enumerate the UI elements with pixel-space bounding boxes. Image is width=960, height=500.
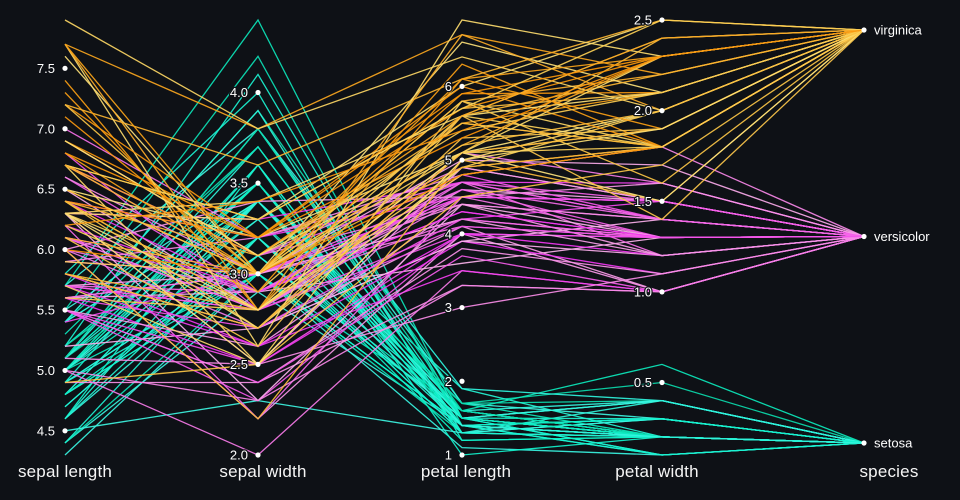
category-marker-versicolor (861, 233, 867, 240)
axis-title-sepal-width: sepal width (219, 462, 307, 481)
data-line-virginica (64, 29, 865, 311)
tick-label: 2.5 (634, 13, 652, 28)
data-line-virginica (64, 29, 865, 311)
data-line-virginica (64, 29, 865, 275)
data-line-virginica (64, 29, 865, 227)
tick-label: 2.0 (230, 448, 248, 463)
tick-label: 4 (445, 226, 452, 241)
tick-label: 3.0 (230, 266, 248, 281)
axis-title-species: species (859, 462, 919, 481)
tick-label: 5.5 (37, 303, 55, 318)
category-label-setosa: setosa (874, 436, 913, 451)
category-label-virginica: virginica (874, 23, 922, 38)
data-line-versicolor (64, 225, 865, 311)
tick-label: 4.5 (37, 423, 55, 438)
tick-label: 5.0 (37, 363, 55, 378)
data-lines (64, 18, 865, 456)
tick-marker (459, 231, 465, 237)
tick-marker (459, 157, 465, 163)
tick-label: 6 (445, 79, 452, 94)
tick-marker (659, 17, 665, 23)
data-line-virginica (64, 19, 865, 221)
data-line-virginica (64, 29, 865, 275)
tick-label: 7.0 (37, 121, 55, 136)
category-label-versicolor: versicolor (874, 229, 930, 244)
tick-marker (255, 271, 261, 277)
tick-marker (659, 198, 665, 204)
data-line-virginica (64, 29, 865, 257)
tick-label: 1.5 (634, 194, 652, 209)
tick-marker (62, 65, 68, 71)
data-line-virginica (64, 29, 865, 312)
tick-marker (62, 186, 68, 192)
tick-marker (659, 108, 665, 114)
data-line-setosa (64, 218, 865, 444)
tick-label: 1.0 (634, 284, 652, 299)
tick-label: 2.5 (230, 357, 248, 372)
axis-title-petal-length: petal length (420, 462, 512, 481)
tick-marker (459, 378, 465, 384)
tick-marker (459, 304, 465, 311)
data-line-virginica (64, 29, 865, 311)
tick-marker (62, 246, 68, 253)
data-line-virginica (64, 29, 865, 384)
tick-label: 7.5 (37, 61, 55, 76)
data-line-setosa (64, 218, 865, 444)
tick-label: 0.5 (634, 375, 652, 390)
data-line-virginica (64, 29, 865, 311)
tick-label: 2.0 (634, 103, 652, 118)
tick-label: 5 (445, 153, 452, 168)
tick-marker (255, 361, 261, 367)
tick-label: 1 (445, 448, 452, 463)
tick-label: 6.5 (37, 182, 55, 197)
tick-marker (62, 428, 68, 434)
tick-marker (255, 180, 261, 186)
tick-label: 6.0 (37, 242, 55, 257)
tick-marker (62, 367, 68, 374)
category-marker-setosa (861, 440, 867, 446)
data-line-virginica (64, 29, 865, 311)
tick-marker (659, 289, 665, 295)
tick-marker (62, 307, 68, 313)
tick-label: 4.0 (230, 85, 248, 100)
data-line-virginica (64, 29, 865, 311)
tick-marker (255, 452, 261, 458)
data-line-virginica (64, 29, 865, 311)
axis-title-sepal-length: sepal length (17, 462, 113, 481)
tick-marker (255, 89, 261, 96)
tick-marker (659, 379, 665, 386)
tick-marker (62, 126, 68, 132)
tick-label: 2 (445, 374, 452, 389)
data-line-versicolor (64, 235, 865, 402)
tick-marker (459, 452, 465, 458)
axis-title-petal-width: petal width (615, 462, 699, 481)
tick-label: 3 (445, 300, 452, 315)
tick-marker (459, 83, 465, 89)
tick-label: 3.5 (230, 176, 248, 191)
category-marker-virginica (861, 27, 867, 33)
